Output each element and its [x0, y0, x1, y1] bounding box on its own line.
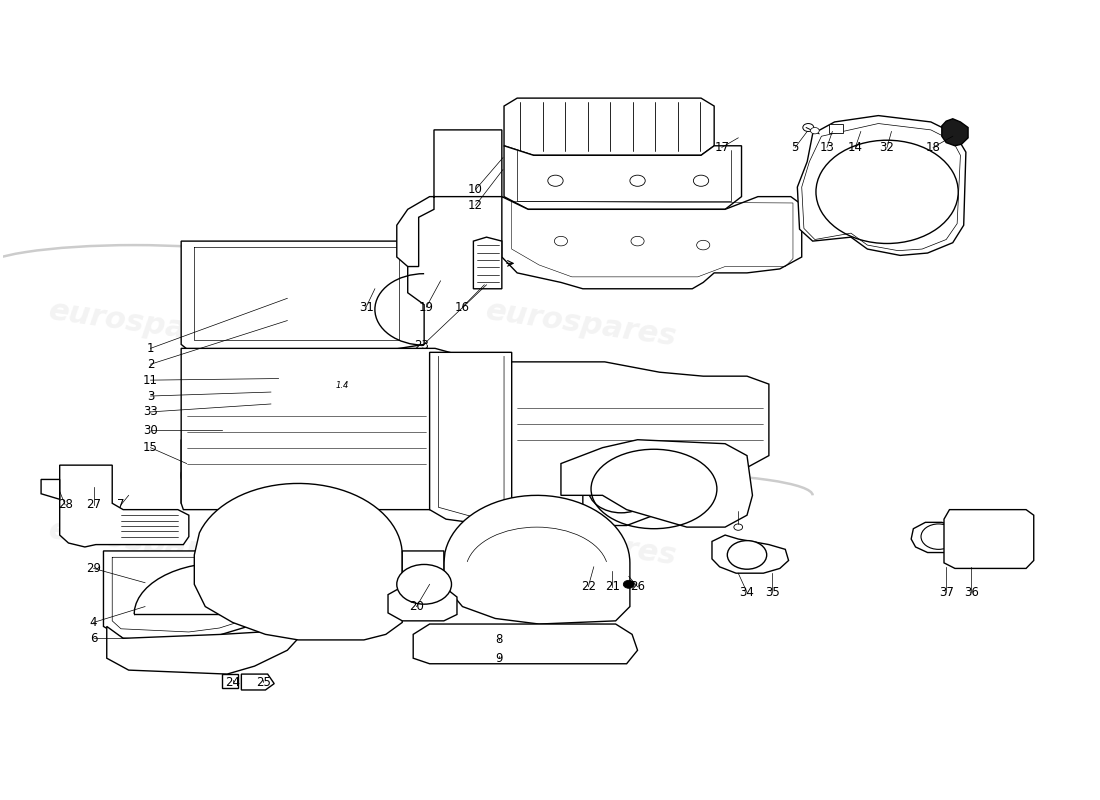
Circle shape: [182, 450, 251, 501]
Polygon shape: [182, 241, 425, 352]
Polygon shape: [222, 674, 238, 687]
Circle shape: [609, 456, 627, 468]
Polygon shape: [798, 115, 966, 255]
Polygon shape: [107, 626, 298, 674]
Circle shape: [548, 175, 563, 186]
Polygon shape: [414, 624, 638, 664]
Text: 12: 12: [469, 199, 483, 212]
Text: eurospares: eurospares: [484, 515, 679, 570]
Circle shape: [554, 236, 568, 246]
Text: 25: 25: [256, 675, 271, 689]
Text: 2: 2: [146, 358, 154, 370]
Polygon shape: [504, 146, 741, 210]
Polygon shape: [195, 483, 403, 640]
Text: 19: 19: [419, 301, 433, 314]
Text: 14: 14: [848, 141, 862, 154]
Text: 4: 4: [90, 616, 98, 629]
Polygon shape: [504, 98, 714, 155]
Text: 24: 24: [226, 675, 240, 689]
Circle shape: [631, 236, 645, 246]
Text: 32: 32: [880, 141, 894, 154]
Polygon shape: [41, 479, 59, 499]
Text: 18: 18: [925, 141, 940, 154]
Text: 7: 7: [118, 498, 124, 511]
Text: 10: 10: [469, 183, 483, 196]
Circle shape: [727, 541, 767, 570]
Text: 3: 3: [146, 390, 154, 402]
Circle shape: [803, 123, 814, 131]
Polygon shape: [234, 360, 462, 432]
Text: 36: 36: [964, 586, 979, 598]
Polygon shape: [232, 442, 449, 470]
Text: 16: 16: [455, 301, 470, 314]
Text: 5: 5: [792, 141, 799, 154]
Circle shape: [232, 420, 243, 428]
Text: 17: 17: [714, 141, 729, 154]
Circle shape: [734, 524, 742, 530]
Text: 34: 34: [739, 586, 755, 598]
Circle shape: [588, 465, 654, 513]
Circle shape: [624, 580, 635, 588]
Text: 22: 22: [581, 580, 596, 593]
Circle shape: [921, 524, 956, 550]
Circle shape: [964, 522, 1012, 557]
Polygon shape: [430, 352, 512, 523]
Polygon shape: [942, 118, 968, 146]
Text: 35: 35: [764, 586, 780, 598]
Polygon shape: [583, 463, 654, 526]
Polygon shape: [59, 465, 189, 547]
Text: 31: 31: [359, 301, 374, 314]
Text: 21: 21: [605, 580, 620, 593]
Text: 1: 1: [146, 342, 154, 355]
Text: 23: 23: [415, 339, 429, 353]
Circle shape: [630, 175, 646, 186]
Polygon shape: [298, 376, 403, 400]
Text: eurospares: eurospares: [484, 297, 679, 352]
Circle shape: [432, 386, 449, 398]
Polygon shape: [388, 551, 456, 621]
Text: 11: 11: [143, 374, 158, 386]
Text: 37: 37: [938, 586, 954, 598]
Polygon shape: [502, 197, 802, 289]
Text: 1.4: 1.4: [336, 381, 349, 390]
Polygon shape: [298, 400, 353, 416]
Text: 8: 8: [495, 634, 503, 646]
Polygon shape: [134, 563, 309, 614]
Text: 26: 26: [630, 580, 645, 593]
Text: 30: 30: [143, 424, 158, 437]
Polygon shape: [829, 123, 844, 133]
Polygon shape: [103, 551, 331, 642]
Text: eurospares: eurospares: [46, 297, 242, 352]
Polygon shape: [802, 123, 960, 250]
Text: 29: 29: [86, 562, 101, 575]
Circle shape: [397, 565, 451, 604]
Text: 9: 9: [495, 652, 503, 665]
Circle shape: [811, 127, 819, 134]
Circle shape: [693, 175, 708, 186]
Circle shape: [417, 374, 464, 410]
Polygon shape: [397, 130, 502, 266]
Text: 27: 27: [86, 498, 101, 511]
Polygon shape: [953, 519, 1021, 561]
Polygon shape: [944, 510, 1034, 569]
Polygon shape: [241, 674, 274, 690]
Text: 33: 33: [143, 406, 158, 418]
Polygon shape: [712, 535, 789, 573]
Polygon shape: [182, 426, 243, 503]
Text: eurospares: eurospares: [46, 515, 242, 570]
Polygon shape: [222, 354, 473, 440]
Polygon shape: [473, 237, 502, 289]
Polygon shape: [561, 440, 752, 527]
Circle shape: [696, 240, 710, 250]
Text: 20: 20: [409, 600, 424, 613]
Text: 13: 13: [820, 141, 834, 154]
Text: 6: 6: [90, 632, 98, 645]
Text: 15: 15: [143, 441, 158, 454]
Polygon shape: [911, 522, 964, 553]
Text: 28: 28: [57, 498, 73, 511]
Polygon shape: [443, 495, 630, 624]
Polygon shape: [182, 348, 769, 535]
Circle shape: [596, 456, 614, 468]
